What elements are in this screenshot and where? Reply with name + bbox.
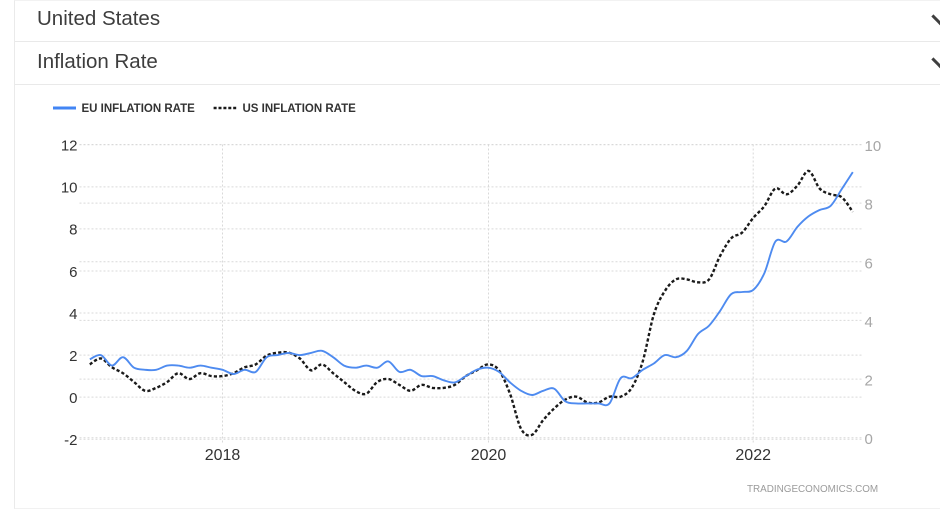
svg-text:4: 4 — [69, 306, 77, 323]
svg-text:6: 6 — [865, 255, 873, 272]
svg-text:EU INFLATION RATE: EU INFLATION RATE — [82, 103, 196, 115]
svg-text:8: 8 — [865, 197, 873, 214]
svg-text:2020: 2020 — [471, 447, 507, 464]
svg-text:12: 12 — [61, 138, 78, 155]
svg-text:10: 10 — [865, 138, 882, 155]
svg-text:6: 6 — [69, 264, 77, 281]
svg-text:US INFLATION RATE: US INFLATION RATE — [243, 103, 357, 115]
svg-text:10: 10 — [61, 180, 78, 197]
svg-text:2: 2 — [69, 348, 77, 365]
svg-text:2022: 2022 — [735, 447, 771, 464]
svg-text:4: 4 — [865, 314, 873, 331]
svg-text:2: 2 — [865, 373, 873, 390]
svg-text:8: 8 — [69, 222, 77, 239]
svg-text:0: 0 — [69, 390, 77, 407]
svg-text:-2: -2 — [64, 432, 77, 449]
svg-text:0: 0 — [865, 431, 873, 448]
svg-text:2018: 2018 — [205, 447, 241, 464]
